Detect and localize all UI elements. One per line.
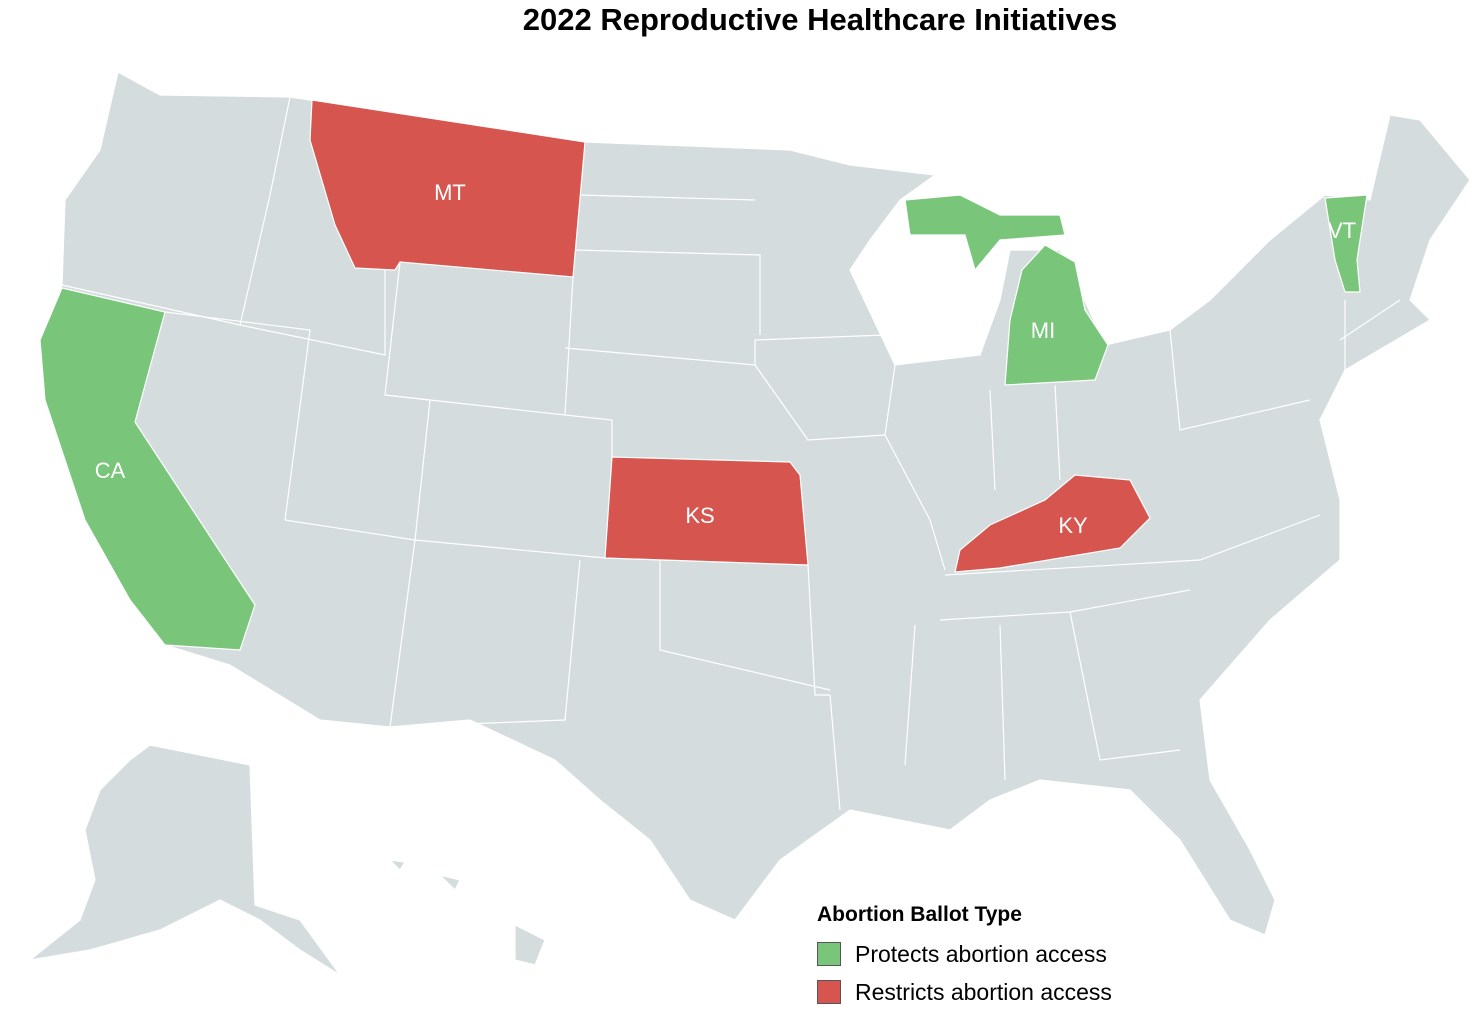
- state-alaska: [27, 744, 341, 976]
- state-border: [384, 394, 613, 457]
- legend-item-protects: Protects abortion access: [817, 935, 1112, 973]
- state-hawaii-island: [388, 859, 407, 871]
- state-border: [1069, 611, 1181, 761]
- state-label-mi: MI: [1031, 318, 1055, 343]
- state-border: [239, 96, 291, 326]
- state-hawaii-island: [438, 873, 461, 892]
- state-border: [884, 334, 946, 571]
- state-ca: [39, 287, 256, 651]
- state-border: [574, 249, 761, 335]
- state-border: [164, 311, 311, 521]
- state-border: [944, 514, 1321, 576]
- state-border: [1169, 329, 1311, 431]
- state-label-ky: KY: [1058, 513, 1088, 538]
- legend-swatch-green: [817, 942, 841, 966]
- legend-label: Restricts abortion access: [855, 978, 1112, 1005]
- map-title: 2022 Reproductive Healthcare Initiatives: [522, 2, 1118, 37]
- state-border: [829, 694, 841, 811]
- state-ks: [604, 456, 809, 566]
- state-mi: [904, 194, 1066, 272]
- state-border: [389, 559, 581, 728]
- state-mt: [309, 99, 586, 278]
- state-border: [564, 276, 574, 416]
- state-border: [61, 270, 386, 356]
- legend-title: Abortion Ballot Type: [817, 903, 1022, 926]
- state-border: [1054, 384, 1061, 481]
- state-border: [579, 194, 756, 201]
- state-border: [389, 539, 416, 728]
- state-border: [999, 624, 1006, 781]
- state-label-mt: MT: [434, 180, 466, 205]
- legend: Abortion Ballot Type Protects abortion a…: [817, 903, 1112, 1011]
- state-border: [754, 364, 886, 441]
- state-border: [904, 624, 916, 766]
- legend-item-restricts: Restricts abortion access: [817, 973, 1112, 1011]
- legend-swatch-red: [817, 980, 841, 1004]
- state-border: [659, 555, 831, 691]
- state-label-ca: CA: [95, 458, 126, 483]
- state-border: [1339, 299, 1401, 341]
- state-border: [564, 334, 886, 366]
- state-label-vt: VT: [1328, 218, 1356, 243]
- state-label-ks: KS: [685, 503, 714, 528]
- legend-label: Protects abortion access: [855, 940, 1107, 967]
- state-ky: [954, 474, 1151, 573]
- state-hawaii-big-island: [514, 924, 546, 966]
- state-border: [989, 389, 996, 491]
- state-mi: [1004, 244, 1109, 386]
- state-vt: [1324, 194, 1368, 293]
